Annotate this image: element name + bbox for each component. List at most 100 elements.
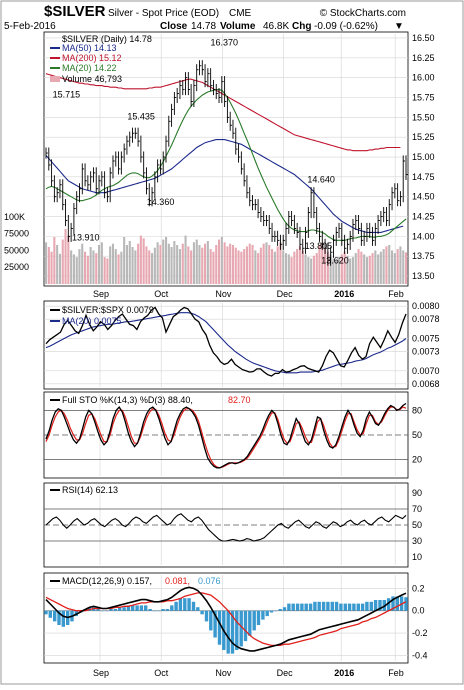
y-tick-label: 15.25	[412, 132, 435, 142]
volume-bar	[103, 257, 106, 284]
stochastic-legend: Full STO %K(14,3) %D(3) 88.40, 82.70	[50, 395, 251, 405]
macd-hist-bar	[313, 601, 317, 611]
y-tick-label: 10	[412, 552, 422, 562]
volume-bar	[335, 259, 338, 284]
symbol-label: $SILVER	[44, 3, 106, 20]
macd-hist-bar	[118, 607, 122, 611]
volume-bar	[304, 254, 307, 284]
volume-bar	[111, 243, 114, 284]
volume-bar	[151, 253, 154, 284]
volume-bar	[399, 246, 402, 284]
legend-ratio-ma-swatch	[50, 320, 60, 322]
volume-bar	[67, 235, 70, 284]
ratio-gridlines	[44, 303, 408, 387]
volume-bar	[310, 258, 313, 284]
x-tick-label: Dec	[277, 289, 294, 299]
y-tick-label: 30	[412, 536, 422, 546]
volume-bar	[268, 245, 271, 284]
sto-k-line	[45, 402, 407, 469]
macd-hist-bar	[360, 603, 365, 611]
chg-arrow-icon: ▼	[394, 21, 404, 32]
volume-bar	[95, 253, 98, 284]
volume-bar	[84, 251, 87, 284]
macd-hist-bar	[256, 610, 261, 625]
volume-bar	[223, 242, 226, 284]
volume-bar	[265, 242, 268, 284]
macd-hist-bar	[239, 610, 243, 647]
volume-bar	[56, 245, 59, 284]
volume-y-ticks: 100K 75000 50000 25000	[4, 212, 29, 272]
volume-bar	[215, 245, 218, 284]
volume-bar	[393, 253, 396, 284]
legend-macd-swatch	[50, 580, 60, 582]
x-tick-label: Nov	[215, 289, 232, 299]
volume-bar	[293, 251, 296, 284]
macd-hist-bar	[365, 601, 369, 611]
volume-bar	[326, 251, 329, 284]
macd-hist-bar	[96, 609, 100, 611]
volume-bar	[251, 245, 254, 284]
volume-bar	[58, 253, 61, 284]
volume-bar	[209, 249, 212, 284]
macd-hist-bar	[139, 605, 144, 611]
volume-bar	[218, 239, 221, 284]
volume-tick-label: 25000	[4, 262, 29, 272]
macd-hist-bar	[148, 609, 152, 611]
macd-hist-bar	[57, 610, 61, 625]
volume-bar	[178, 249, 181, 284]
price-annotation: 13.620	[321, 256, 349, 266]
volume-bar	[276, 246, 279, 284]
volume-bar	[248, 243, 251, 284]
volume-bar	[329, 254, 332, 284]
macd-hist-bar	[191, 601, 196, 611]
y-tick-label: 14.25	[412, 212, 435, 222]
macd-hist-bar	[356, 603, 360, 611]
volume-bar	[75, 257, 78, 284]
macd-hist-bar	[295, 603, 300, 611]
rsi-lines	[45, 513, 407, 542]
macd-hist-bar	[165, 609, 170, 611]
chart-date: 5-Feb-2016	[4, 21, 56, 32]
y-tick-label: 0.0	[412, 606, 425, 616]
y-tick-label: 15.00	[412, 152, 435, 162]
volume-bar	[229, 243, 232, 284]
volume-bar	[371, 253, 374, 284]
chart-header: $SILVER Silver - Spot Price (EOD) CME © …	[4, 3, 406, 32]
macd-hist-bar	[395, 596, 399, 611]
volume-bar	[377, 254, 380, 284]
macd-hist-bar	[152, 610, 157, 612]
volume-bar	[259, 247, 262, 284]
ratio-panel-frame	[43, 300, 409, 390]
volume-bar	[212, 251, 215, 284]
volume-bar	[131, 247, 134, 284]
volume-bar	[86, 255, 89, 284]
y-tick-label: 15.50	[412, 112, 435, 122]
macd-hist-bar	[61, 610, 65, 627]
y-tick-label: 70	[412, 504, 422, 514]
macd-hist-bar	[100, 610, 105, 612]
macd-hist-bar	[304, 603, 308, 611]
volume-label: Volume	[220, 21, 256, 32]
volume-bar	[262, 243, 265, 284]
macd-hist-bar	[217, 610, 222, 645]
volume-bar	[351, 257, 354, 284]
volume-bar	[220, 237, 223, 284]
volume-bar	[245, 246, 248, 284]
price-gridlines	[44, 34, 408, 284]
macd-hist-bar	[282, 607, 287, 611]
volume-bar	[332, 258, 335, 284]
macd-hist-bar	[269, 610, 274, 613]
volume-bar	[396, 249, 399, 284]
y-tick-label: -0.2	[412, 628, 428, 638]
volume-bar	[139, 235, 142, 284]
legend-ma200: MA(200) 15.12	[62, 53, 122, 63]
y-tick-label: 15.75	[412, 92, 435, 102]
volume-bar	[109, 246, 112, 284]
volume-bar	[70, 250, 73, 284]
volume-bar	[128, 241, 131, 284]
volume-bar	[234, 247, 237, 284]
x-axis-labels-lower: Sep Oct Nov Dec 2016 Feb	[93, 668, 404, 678]
volume-bar	[307, 257, 310, 284]
stochastic-lines	[45, 402, 407, 469]
price-annotation: 14.360	[147, 197, 175, 207]
